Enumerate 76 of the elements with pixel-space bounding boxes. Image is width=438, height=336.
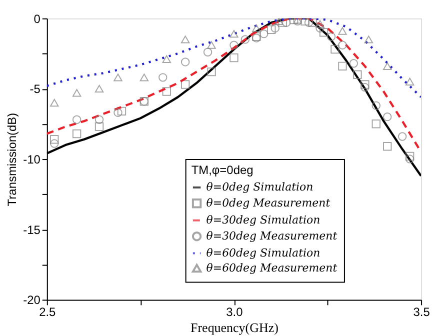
point bbox=[72, 115, 82, 124]
y-axis-title: Transmission(dB) bbox=[5, 112, 20, 206]
point bbox=[278, 18, 287, 27]
point bbox=[316, 24, 324, 33]
point bbox=[230, 30, 238, 38]
y-tick-label: -5 bbox=[30, 82, 41, 96]
point bbox=[372, 119, 381, 128]
point bbox=[326, 32, 336, 41]
point bbox=[338, 62, 347, 71]
point bbox=[240, 35, 250, 44]
legend-label: θ=60deg Measurement bbox=[206, 261, 338, 274]
legend-label: θ=30deg Measurement bbox=[206, 229, 338, 242]
point bbox=[94, 122, 104, 132]
point bbox=[383, 112, 392, 122]
legend-title: TM,φ=0deg bbox=[191, 162, 254, 177]
y-tick-label: -15 bbox=[23, 222, 41, 237]
point bbox=[364, 36, 374, 44]
point bbox=[230, 53, 238, 62]
point bbox=[372, 101, 381, 110]
point bbox=[50, 134, 59, 144]
point bbox=[267, 25, 276, 34]
point bbox=[162, 87, 171, 96]
point bbox=[319, 28, 328, 37]
point bbox=[72, 89, 82, 97]
point bbox=[316, 20, 324, 28]
x-tick-label: 3.5 bbox=[413, 305, 430, 320]
point bbox=[360, 82, 370, 92]
x-tick-label: 2.5 bbox=[39, 305, 56, 320]
point bbox=[114, 74, 122, 82]
point bbox=[300, 18, 310, 26]
point bbox=[383, 62, 392, 70]
point bbox=[260, 29, 268, 38]
point bbox=[230, 40, 238, 50]
point bbox=[383, 142, 392, 151]
point bbox=[330, 44, 340, 54]
point bbox=[308, 18, 317, 27]
point bbox=[180, 58, 190, 66]
point bbox=[158, 73, 168, 82]
point bbox=[304, 18, 314, 27]
point bbox=[50, 139, 59, 148]
legend-label: θ=60deg Simulation bbox=[206, 246, 320, 260]
point bbox=[203, 48, 212, 56]
point bbox=[117, 106, 126, 116]
point bbox=[405, 152, 414, 161]
point bbox=[72, 129, 82, 138]
point bbox=[252, 24, 261, 32]
legend-label: θ=0deg Measurement bbox=[206, 196, 331, 210]
point bbox=[180, 36, 190, 44]
point bbox=[349, 59, 358, 68]
point bbox=[94, 84, 104, 93]
point bbox=[207, 41, 216, 49]
point bbox=[398, 132, 407, 141]
point bbox=[338, 27, 347, 35]
y-tick-label: 0 bbox=[34, 12, 41, 26]
point bbox=[270, 24, 280, 33]
point bbox=[274, 18, 284, 26]
y-tick-label: -20 bbox=[23, 293, 41, 308]
point bbox=[405, 154, 414, 164]
point bbox=[360, 80, 370, 89]
line-series bbox=[46, 18, 422, 98]
x-axis-title: Frequency(GHz) bbox=[190, 320, 278, 336]
legend-label: θ=0deg Simulation bbox=[206, 180, 314, 194]
y-tick-label: -10 bbox=[23, 152, 41, 167]
x-tick-label: 3.0 bbox=[226, 305, 244, 320]
point bbox=[162, 55, 171, 63]
point bbox=[114, 108, 122, 117]
point bbox=[282, 18, 291, 27]
point bbox=[94, 115, 104, 124]
point bbox=[180, 80, 190, 89]
legend-label: θ=30deg Simulation bbox=[206, 213, 320, 226]
point bbox=[353, 70, 362, 79]
point bbox=[207, 67, 216, 76]
point bbox=[405, 78, 414, 86]
point bbox=[338, 40, 347, 50]
point bbox=[140, 74, 149, 82]
point bbox=[50, 98, 59, 107]
